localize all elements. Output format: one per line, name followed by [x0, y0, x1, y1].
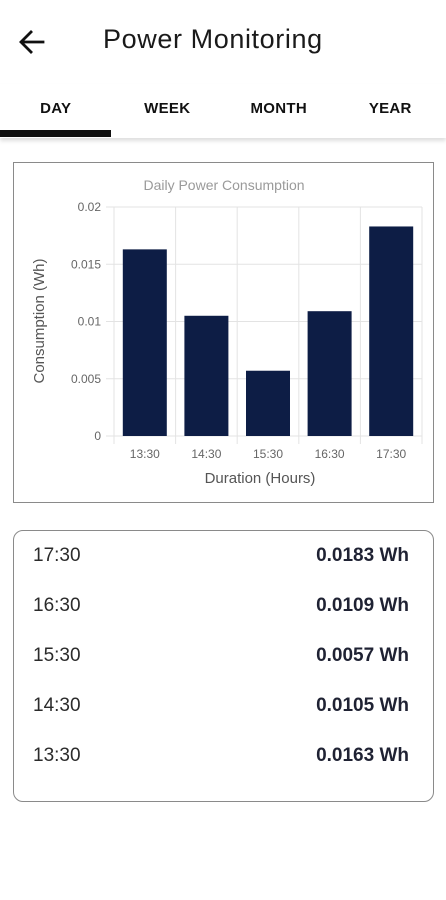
y-tick-label: 0.01 [78, 315, 102, 329]
reading-time: 13:30 [33, 745, 81, 766]
x-tick-label: 16:30 [315, 447, 345, 461]
x-tick-label: 14:30 [191, 447, 221, 461]
reading-time: 15:30 [33, 645, 81, 666]
tab-year[interactable]: YEAR [368, 100, 412, 117]
chart-title: Daily Power Consumption [143, 177, 304, 193]
bar[interactable] [369, 226, 414, 436]
y-tick-label: 0.005 [71, 372, 101, 386]
selected-tab-indicator [0, 130, 111, 137]
list-item: 13:30 0.0163 Wh [14, 737, 433, 777]
page-title: Power Monitoring [103, 24, 323, 54]
list-item: 15:30 0.0057 Wh [14, 637, 433, 677]
reading-value: 0.0105 Wh [316, 695, 409, 716]
bar[interactable] [307, 311, 352, 436]
period-tabs: DAY WEEK MONTH YEAR [0, 84, 446, 138]
x-tick-label: 15:30 [253, 447, 283, 461]
chart-card: Daily Power Consumption Consumption (Wh)… [13, 162, 434, 503]
consumption-chart: Daily Power Consumption Consumption (Wh)… [31, 177, 423, 487]
y-axis-label: Consumption (Wh) [31, 258, 48, 383]
tab-week[interactable]: WEEK [144, 100, 191, 117]
y-tick-label: 0.015 [71, 257, 101, 271]
y-tick-label: 0 [94, 429, 101, 443]
tab-day[interactable]: DAY [40, 100, 72, 117]
x-axis-label: Duration (Hours) [205, 470, 316, 487]
list-item: 17:30 0.0183 Wh [14, 537, 433, 577]
list-item: 16:30 0.0109 Wh [14, 587, 433, 627]
reading-value: 0.0057 Wh [316, 645, 409, 666]
back-button[interactable] [14, 24, 50, 60]
y-tick-label: 0.02 [78, 200, 102, 214]
reading-time: 14:30 [33, 695, 81, 716]
list-item: 14:30 0.0105 Wh [14, 687, 433, 727]
reading-value: 0.0183 Wh [316, 545, 409, 566]
reading-value: 0.0163 Wh [316, 745, 409, 766]
x-tick-label: 13:30 [130, 447, 160, 461]
reading-time: 16:30 [33, 595, 81, 616]
bar[interactable] [246, 370, 290, 436]
arrow-left-icon [19, 30, 45, 54]
app-bar: Power Monitoring [0, 0, 446, 84]
bar[interactable] [122, 249, 167, 436]
bar[interactable] [184, 315, 229, 436]
reading-value: 0.0109 Wh [316, 595, 409, 616]
reading-time: 17:30 [33, 545, 81, 566]
readings-list: 17:30 0.0183 Wh 16:30 0.0109 Wh 15:30 0.… [13, 530, 434, 802]
x-tick-label: 17:30 [376, 447, 406, 461]
tab-month[interactable]: MONTH [250, 100, 307, 117]
